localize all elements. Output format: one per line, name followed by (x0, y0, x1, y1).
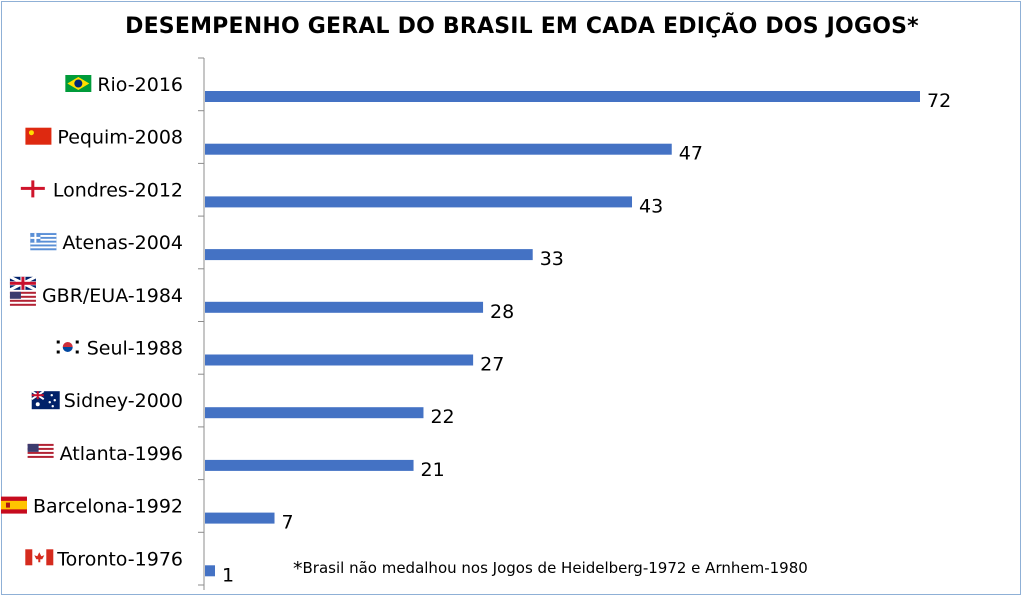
footnote-asterisk: * (293, 558, 303, 580)
bar (205, 143, 672, 155)
bar (205, 512, 275, 524)
bar (205, 459, 414, 471)
data-label: 43 (639, 195, 663, 217)
data-label: 47 (679, 143, 703, 165)
chart-title: DESEMPENHO GERAL DO BRASIL EM CADA EDIÇÃ… (125, 14, 919, 39)
bar (205, 354, 474, 366)
data-label: 27 (480, 354, 504, 376)
data-label: 7 (282, 512, 294, 534)
china-flag-icon (25, 127, 52, 145)
category-label: GBR/EUA-1984 (42, 285, 183, 307)
data-label: 21 (421, 459, 445, 481)
canada-flag-icon (25, 549, 54, 566)
footnote: *Brasil não medalhou nos Jogos de Heidel… (293, 558, 808, 580)
greece-flag-icon (30, 232, 57, 251)
category-label: Sidney-2000 (64, 390, 183, 412)
category-label: Toronto-1976 (56, 548, 183, 570)
category-label: Seul-1988 (87, 338, 183, 360)
data-label: 33 (540, 248, 564, 270)
bar (205, 196, 633, 208)
spain-flag-icon (0, 496, 27, 514)
bar (205, 565, 215, 577)
england-flag-icon (20, 180, 45, 198)
data-label: 22 (430, 406, 454, 428)
category-label: Barcelona-1992 (33, 496, 183, 518)
category-label: Londres-2012 (53, 179, 183, 201)
uk-usa-flags-icon (9, 275, 37, 306)
category-label: Pequim-2008 (57, 127, 183, 149)
australia-flag-icon (31, 390, 60, 410)
bar (205, 407, 424, 419)
south-korea-flag-icon (54, 338, 81, 356)
data-label: 1 (222, 564, 234, 586)
footnote-text: Brasil não medalhou nos Jogos de Heidelb… (302, 559, 808, 577)
category-label: Rio-2016 (97, 74, 183, 96)
bar (205, 91, 920, 102)
brazil-flag-icon (65, 75, 92, 92)
bar (205, 249, 533, 261)
data-label: 72 (927, 90, 951, 112)
usa-flag-icon (27, 443, 54, 460)
bar (205, 301, 484, 313)
data-label: 28 (490, 301, 514, 323)
category-label: Atlanta-1996 (60, 443, 183, 465)
category-label: Atenas-2004 (62, 232, 183, 254)
